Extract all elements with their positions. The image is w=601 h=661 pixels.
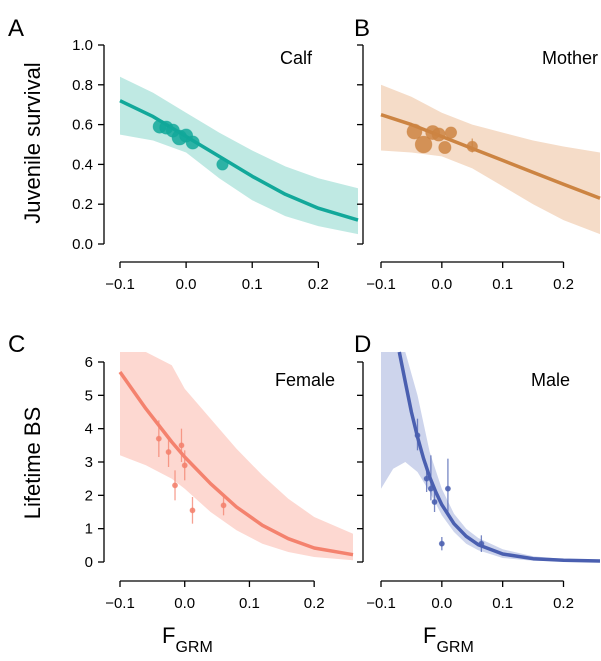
panel-c: C Female 0 1 2 3 4 5 6 −0.1 0.0 0.1 0.2	[8, 331, 354, 612]
y-tick-label: 0	[85, 554, 93, 571]
y-tick-label: 5	[85, 387, 93, 404]
confidence-band	[120, 352, 353, 561]
y-tick-label: 3	[85, 454, 93, 471]
y-tick-label: 6	[85, 354, 93, 371]
plot-area-c: 0 1 2 3 4 5 6 −0.1 0.0 0.1 0.2	[85, 352, 354, 612]
y-axis-label-bottom: Lifetime BS	[20, 407, 45, 520]
data-point	[181, 462, 188, 469]
data-point	[155, 435, 162, 442]
plot-area-d: −0.1 0.0 0.1 0.2	[357, 351, 601, 612]
x-tick-label: −0.1	[105, 595, 135, 612]
y-tick-label: 1.0	[72, 37, 93, 54]
x-label-main-d: F	[423, 623, 436, 648]
y-tick-label: 1	[85, 521, 93, 538]
y-tick-label: 2	[85, 487, 93, 504]
x-label-sub-d: GRM	[436, 639, 473, 656]
data-point	[438, 540, 445, 547]
y-tick-label: 4	[85, 421, 93, 438]
x-tick-label: −0.1	[366, 276, 396, 293]
data-point	[172, 482, 179, 489]
x-tick-label: 0.2	[553, 276, 574, 293]
data-point	[414, 135, 433, 154]
x-tick-label: 0.1	[492, 595, 513, 612]
x-label-main-c: F	[162, 623, 175, 648]
plot-area-a: 0.0 0.2 0.4 0.6 0.8 1.0 −0.1 0.0 0.1 0.2	[72, 37, 359, 293]
x-tick-label: −0.1	[366, 595, 396, 612]
y-tick-label: 0.8	[72, 77, 93, 94]
x-axis-label-d: FGRM	[423, 623, 474, 656]
y-axis-label-top: Juvenile survival	[20, 62, 45, 223]
panel-letter-a: A	[8, 15, 24, 42]
data-point	[189, 507, 196, 514]
fit-line	[397, 351, 601, 563]
data-point	[431, 127, 446, 142]
panel-title-b: Mother	[542, 48, 598, 68]
x-axis-label-c: FGRM	[162, 623, 213, 656]
x-tick-label: 0.1	[492, 276, 513, 293]
panel-letter-b: B	[354, 15, 370, 42]
panel-title-c: Female	[275, 370, 335, 390]
plot-area-b: −0.1 0.0 0.1 0.2	[357, 44, 601, 293]
data-point	[431, 498, 438, 505]
data-point	[165, 448, 172, 455]
x-tick-label: 0.2	[308, 276, 329, 293]
confidence-band	[120, 76, 358, 235]
x-tick-label: 0.2	[304, 595, 325, 612]
panel-title-d: Male	[531, 370, 570, 390]
panel-title-a: Calf	[280, 48, 313, 68]
data-point	[220, 502, 227, 509]
x-label-sub-c: GRM	[175, 639, 212, 656]
y-tick-label: 0.2	[72, 196, 93, 213]
data-point	[444, 126, 458, 139]
panel-letter-d: D	[354, 331, 371, 358]
y-tick-label: 0.0	[72, 236, 93, 253]
x-tick-label: 0.0	[174, 595, 195, 612]
y-tick-label: 0.4	[72, 156, 93, 173]
data-point	[414, 432, 421, 439]
x-tick-label: 0.1	[242, 276, 263, 293]
panel-b: B Mother −0.1 0.0 0.1 0.2	[354, 15, 601, 293]
data-point	[438, 140, 452, 155]
x-tick-label: 0.0	[176, 276, 197, 293]
data-point	[423, 475, 430, 482]
x-tick-label: 0.1	[239, 595, 260, 612]
data-point	[444, 485, 451, 492]
panel-d: D Male −0.1 0.0 0.1 0.2	[354, 331, 601, 612]
x-tick-label: 0.0	[431, 595, 452, 612]
data-point	[427, 485, 434, 492]
data-point	[178, 442, 185, 449]
data-point	[466, 140, 478, 153]
data-point	[216, 158, 229, 171]
data-point	[478, 540, 485, 547]
data-point	[185, 135, 200, 150]
y-tick-label: 0.6	[72, 117, 93, 134]
x-tick-label: 0.2	[553, 595, 574, 612]
panel-a: A Calf 0.0 0.2 0.4 0.6 0.8 1.0 −0.1 0.0 0.1 0.2	[8, 15, 359, 293]
x-tick-label: −0.1	[105, 276, 135, 293]
x-tick-label: 0.0	[431, 276, 452, 293]
data-point	[406, 123, 423, 140]
confidence-band	[381, 84, 600, 235]
panel-letter-c: C	[8, 331, 25, 358]
